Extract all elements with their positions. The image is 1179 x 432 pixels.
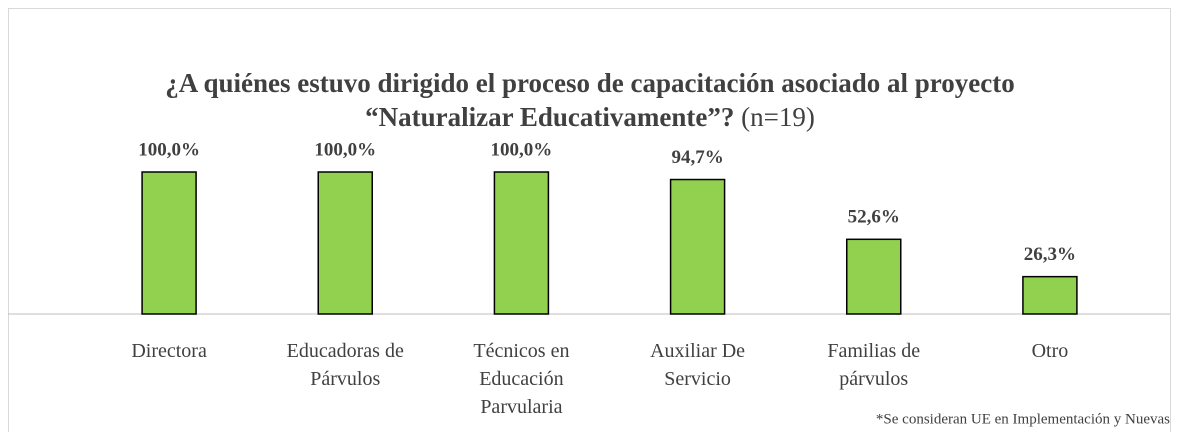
x-tick-label: Familias de párvulos (827, 340, 920, 390)
x-tick-label: Auxiliar De Servicio (650, 340, 745, 390)
x-tick-label: Otro (1032, 340, 1069, 362)
chart-border (8, 8, 1171, 432)
value-label: 100,0% (138, 139, 200, 160)
title-text: ¿A quiénes estuvo dirigido el proceso de… (165, 68, 1015, 132)
chart-title: ¿A quiénes estuvo dirigido el proceso de… (130, 66, 1050, 134)
bar (141, 171, 197, 315)
bar (317, 171, 373, 315)
bar (669, 178, 726, 315)
x-tick-label: Educadoras de Párvulos (287, 340, 404, 390)
value-label: 94,7% (671, 147, 723, 168)
x-tick-label: Técnicos en Educación Parvularia (473, 340, 569, 418)
bar (846, 238, 902, 315)
note: *Se consideran UE en Implementación y Nu… (876, 411, 1170, 427)
x-tick-label: Directora (131, 340, 207, 362)
bar (493, 171, 550, 315)
value-label: 100,0% (491, 139, 553, 160)
bar (1022, 275, 1078, 315)
value-label: 52,6% (848, 207, 900, 228)
sample-size: (n=19) (741, 102, 815, 132)
value-label: 26,3% (1024, 244, 1076, 265)
value-label: 100,0% (314, 139, 376, 160)
